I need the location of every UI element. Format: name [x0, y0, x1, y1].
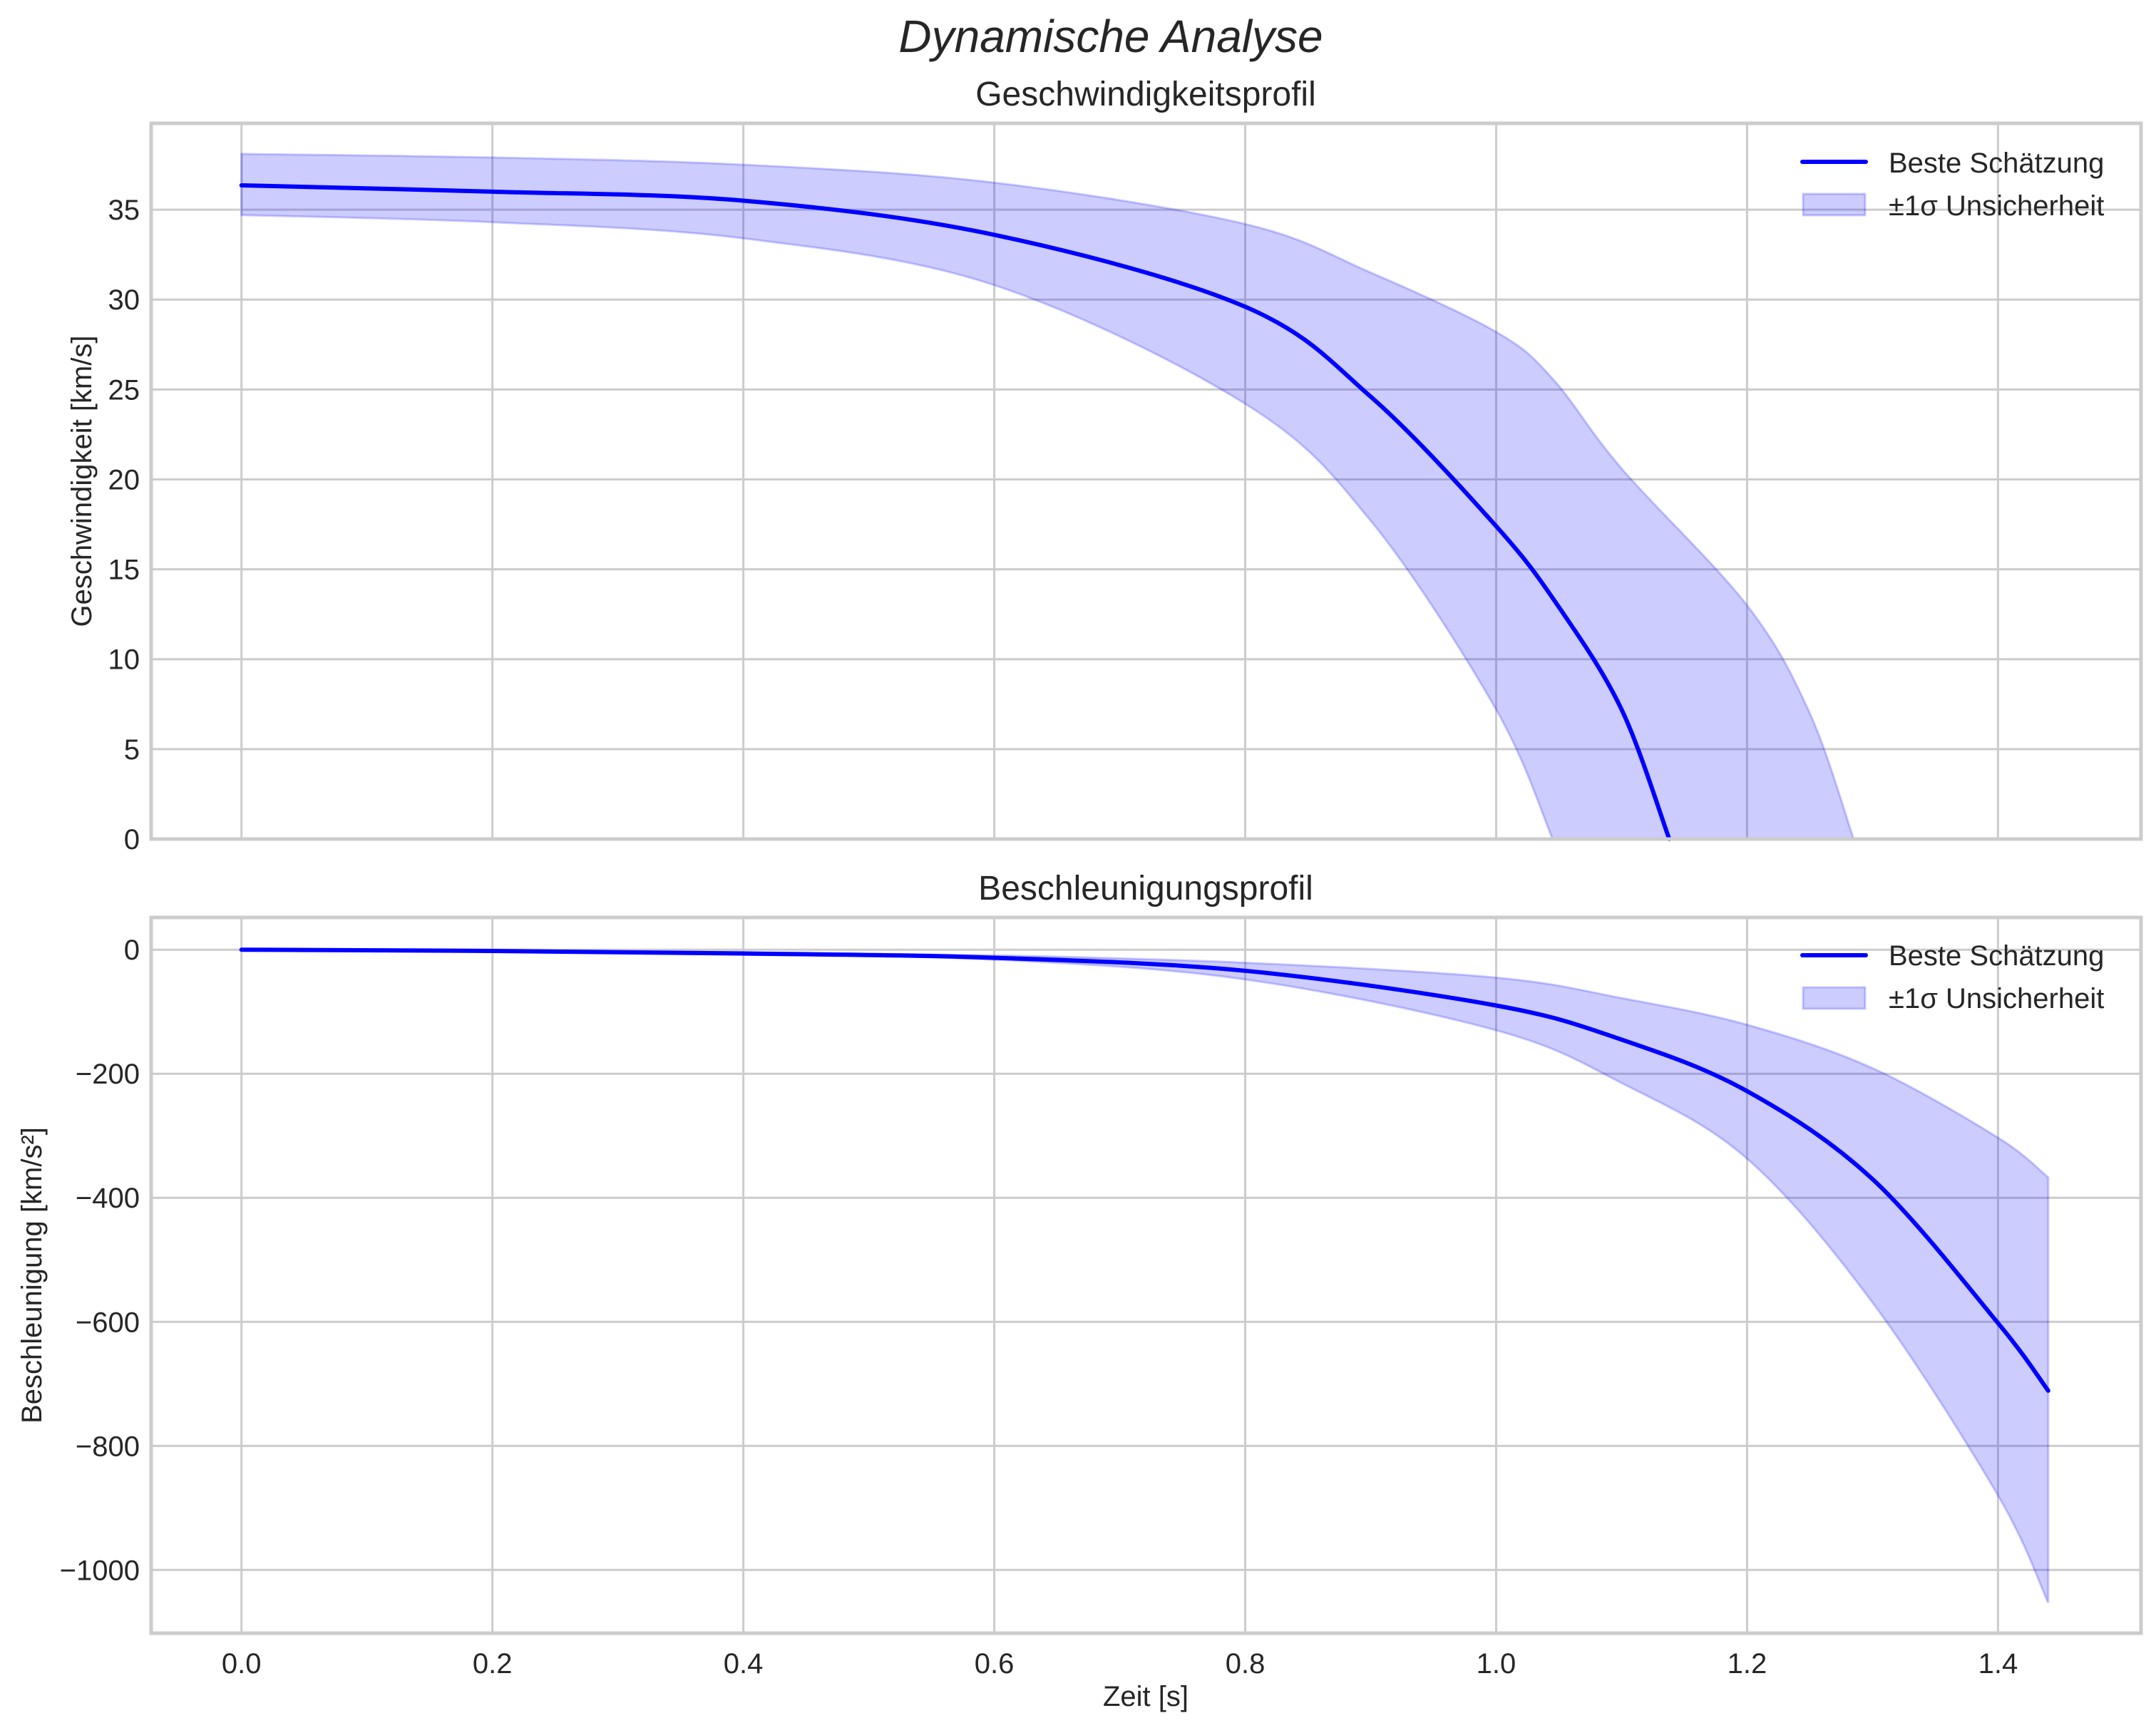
legend-label-best-estimate: Beste Schätzung — [1889, 148, 2104, 179]
x-tick-label: 0.6 — [975, 1648, 1015, 1680]
x-tick-label: 1.0 — [1477, 1648, 1516, 1680]
y-tick-label: −600 — [76, 1307, 140, 1338]
acceleration-y-axis-label: Beschleunigung [km/s²] — [16, 1127, 48, 1424]
acceleration-legend: Beste Schätzung ±1σ Unsicherheit — [1800, 940, 2104, 1014]
y-tick-label: −1000 — [60, 1555, 140, 1586]
legend-band-icon — [1802, 986, 1867, 1010]
velocity-best-estimate-line — [239, 183, 1672, 841]
x-tick-label: 0.8 — [1226, 1648, 1266, 1680]
y-tick-label: 25 — [108, 374, 140, 406]
x-tick-labels: 0.0 0.2 0.4 0.6 0.8 1.0 1.2 1.4 — [222, 1648, 2018, 1680]
x-tick-label: 1.4 — [1978, 1648, 2018, 1680]
y-tick-label: 0 — [124, 824, 140, 855]
velocity-legend: Beste Schätzung ±1σ Unsicherheit — [1800, 148, 2104, 222]
velocity-y-axis-label: Geschwindigkeit [km/s] — [66, 335, 98, 627]
y-tick-label: −400 — [76, 1183, 140, 1214]
y-tick-label: 15 — [108, 555, 140, 586]
figure-title: Dynamische Analyse — [898, 11, 1323, 62]
acceleration-subplot-title: Beschleunigungsprofil — [978, 870, 1313, 907]
x-axis-label: Zeit [s] — [1103, 1681, 1189, 1712]
acceleration-axes: 0 −200 −400 −600 −800 −1000 0.0 0.2 0.4 0.6 0.8 1.… — [16, 870, 2143, 1712]
velocity-y-tick-labels: 0 5 10 15 20 25 30 35 — [108, 195, 140, 855]
y-tick-label: 10 — [108, 644, 140, 676]
x-tick-label: 1.2 — [1728, 1648, 1767, 1680]
x-tick-label: 0.4 — [724, 1648, 764, 1680]
y-tick-label: −200 — [76, 1059, 140, 1090]
y-tick-label: 35 — [108, 195, 140, 226]
acceleration-gridlines — [151, 917, 2141, 1633]
acceleration-axes-frame — [149, 915, 2143, 1635]
x-tick-label: 0.0 — [222, 1648, 262, 1680]
x-tick-label: 0.2 — [473, 1648, 513, 1680]
velocity-axes-frame — [149, 121, 2143, 841]
legend-label-best-estimate: Beste Schätzung — [1889, 940, 2104, 972]
velocity-axes: 0 5 10 15 20 25 30 35 Geschwindigkeitsprofil Ge… — [66, 76, 2143, 855]
acceleration-best-estimate-line — [239, 947, 2050, 1393]
legend-label-uncertainty: ±1σ Unsicherheit — [1889, 983, 2104, 1014]
velocity-subplot-title: Geschwindigkeitsprofil — [975, 76, 1316, 113]
y-tick-label: 20 — [108, 464, 140, 495]
legend-label-uncertainty: ±1σ Unsicherheit — [1889, 190, 2104, 222]
y-tick-label: 0 — [124, 935, 140, 966]
y-tick-label: 5 — [124, 734, 140, 766]
y-tick-label: 30 — [108, 284, 140, 316]
acceleration-y-tick-labels: 0 −200 −400 −600 −800 −1000 — [60, 935, 140, 1586]
legend-band-icon — [1802, 192, 1867, 217]
y-tick-label: −800 — [76, 1431, 140, 1462]
velocity-uncertainty-band — [240, 153, 1856, 840]
